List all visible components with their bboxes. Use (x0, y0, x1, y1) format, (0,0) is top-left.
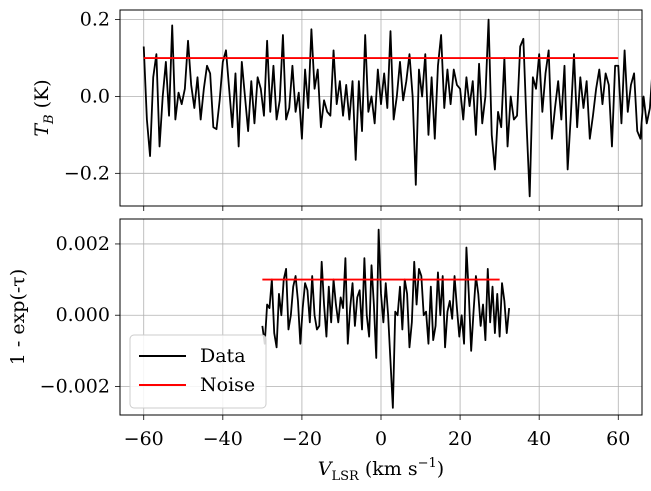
bottom-plot-area (261, 228, 511, 409)
x-tick-label: 20 (448, 428, 472, 450)
bottom-y-tick-label: 0.002 (56, 233, 110, 255)
legend-label-data: Data (200, 345, 246, 367)
top-y-tick-label: 0.0 (80, 85, 110, 107)
x-axis-label: VLSR (km s−1) (318, 456, 444, 484)
top-panel: −0.2 0.0 0.2 TB (K) (31, 9, 651, 211)
top-plot-area (142, 18, 651, 198)
x-tick-label: 60 (606, 428, 630, 450)
top-y-axis-label: TB (K) (31, 79, 57, 136)
bottom-ticks: −60 −40 −20 0 20 40 60 −0.002 0.000 0.002 (40, 233, 631, 450)
top-y-tick-label: −0.2 (64, 162, 110, 184)
bottom-y-axis-label: 1 - exp(-τ) (7, 269, 29, 365)
x-tick-label: −20 (282, 428, 322, 450)
top-gridlines (120, 10, 642, 206)
top-series-data-line (142, 18, 651, 198)
legend-label-noise: Noise (200, 374, 255, 396)
bottom-panel: −60 −40 −20 0 20 40 60 −0.002 0.000 0.002 1 - exp… (7, 218, 643, 484)
x-tick-label: −60 (124, 428, 164, 450)
legend-box (129, 334, 267, 409)
x-tick-label: −40 (203, 428, 243, 450)
bottom-series-data-line (261, 228, 511, 409)
bottom-y-tick-label: −0.002 (40, 375, 110, 397)
bottom-y-tick-label: 0.000 (56, 304, 110, 326)
legend: Data Noise (129, 334, 267, 409)
top-y-tick-label: 0.2 (80, 9, 110, 31)
top-ticks: −0.2 0.0 0.2 (64, 9, 619, 211)
x-tick-label: 0 (375, 428, 387, 450)
x-tick-label: 40 (527, 428, 551, 450)
